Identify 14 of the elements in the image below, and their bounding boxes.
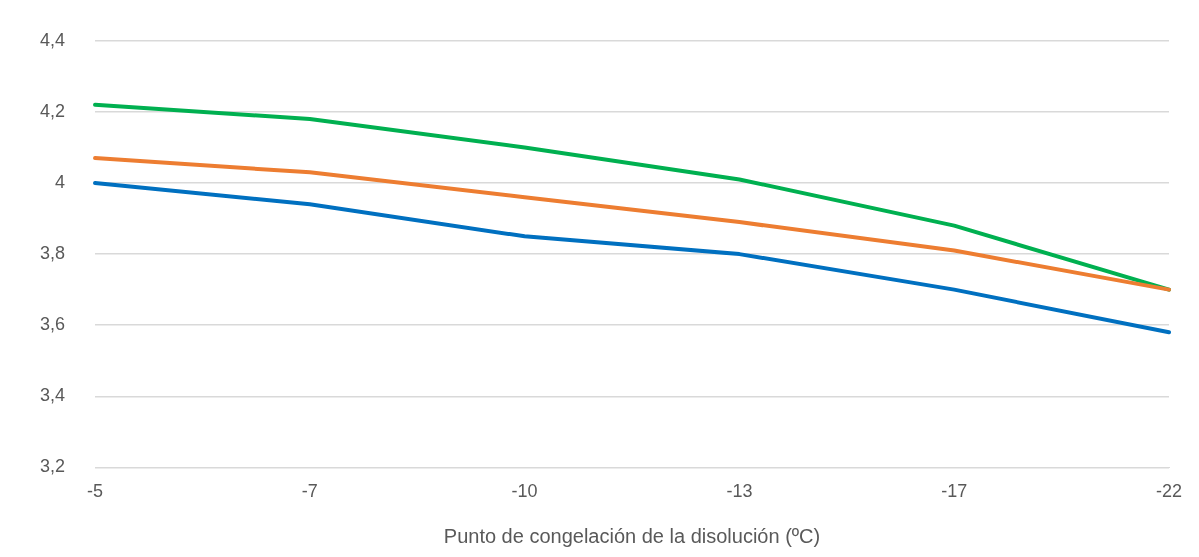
y-tick-label: 3,4 xyxy=(39,385,66,406)
x-tick-label: -5 xyxy=(87,481,104,502)
x-tick-label: -22 xyxy=(1155,481,1183,502)
y-tick-label: 4 xyxy=(55,171,66,192)
y-tick-label: 4,2 xyxy=(39,100,66,121)
y-tick-label: 3,8 xyxy=(39,243,66,264)
x-axis-title: Punto de congelación de la disolución (ºC) xyxy=(443,524,821,547)
x-tick-label: -17 xyxy=(941,481,968,502)
y-tick-label: 4,4 xyxy=(39,29,66,50)
y-tick-label: 3,6 xyxy=(39,314,66,335)
x-tick-label: -13 xyxy=(726,481,753,502)
y-tick-label: 3,2 xyxy=(39,456,66,477)
x-tick-label: -7 xyxy=(301,481,318,502)
x-tick-label: -10 xyxy=(511,481,538,502)
